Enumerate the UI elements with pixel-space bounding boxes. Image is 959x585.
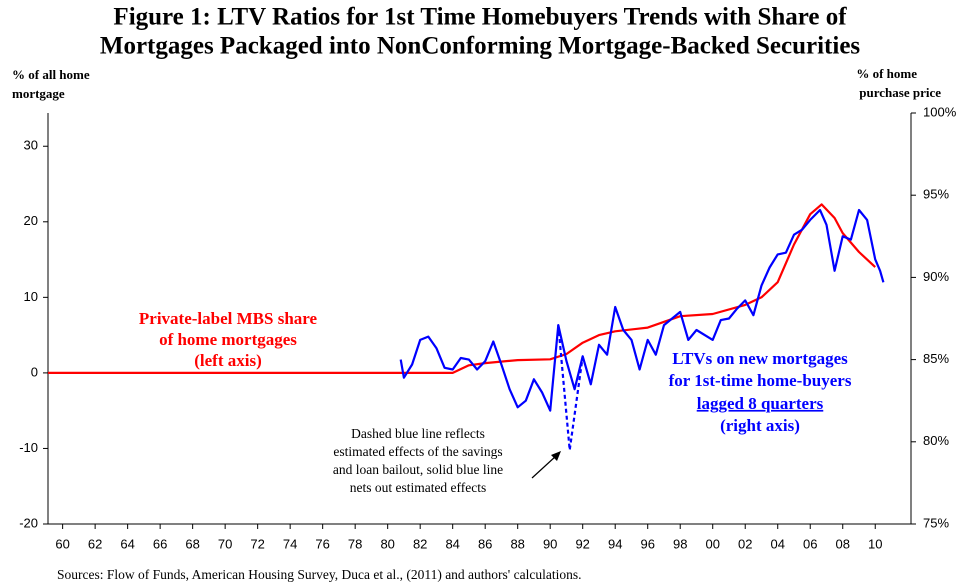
annotation: for 1st-time home-buyers <box>669 371 852 390</box>
annotation: LTVs on new mortgages <box>672 349 848 368</box>
annotation: of home mortgages <box>159 330 297 349</box>
y-tick-label: 10 <box>24 289 38 304</box>
x-tick-label: 98 <box>673 536 687 551</box>
x-tick-label: 62 <box>88 536 102 551</box>
series-line <box>399 208 885 412</box>
x-tick-label: 82 <box>413 536 427 551</box>
x-tick-label: 88 <box>510 536 524 551</box>
y2-tick-label: 80% <box>923 433 949 448</box>
x-tick-label: 72 <box>250 536 264 551</box>
annotation: (right axis) <box>720 416 800 435</box>
y-tick-label: 30 <box>24 138 38 153</box>
x-tick-label: 78 <box>348 536 362 551</box>
x-tick-label: 00 <box>705 536 719 551</box>
annotation: estimated effects of the savings <box>333 444 502 459</box>
x-tick-label: 02 <box>738 536 752 551</box>
x-tick-label: 74 <box>283 536 297 551</box>
y-tick-label: 0 <box>31 364 38 379</box>
x-tick-label: 94 <box>608 536 622 551</box>
y2-tick-label: 90% <box>923 269 949 284</box>
x-tick-label: 92 <box>575 536 589 551</box>
x-tick-label: 04 <box>770 536 784 551</box>
x-tick-label: 86 <box>478 536 492 551</box>
y-tick-label: -20 <box>19 515 38 530</box>
x-tick-label: 96 <box>640 536 654 551</box>
x-tick-label: 70 <box>218 536 232 551</box>
x-tick-label: 06 <box>803 536 817 551</box>
x-tick-label: 08 <box>836 536 850 551</box>
x-tick-label: 90 <box>543 536 557 551</box>
x-tick-label: 84 <box>445 536 459 551</box>
y2-tick-label: 75% <box>923 515 949 530</box>
x-tick-label: 76 <box>315 536 329 551</box>
annotation: nets out estimated effects <box>350 480 487 495</box>
y2-tick-label: 95% <box>923 187 949 202</box>
x-tick-label: 66 <box>153 536 167 551</box>
source: Sources: Flow of Funds, American Housing… <box>57 567 581 582</box>
y-tick-label: 20 <box>24 213 38 228</box>
x-tick-label: 64 <box>120 536 134 551</box>
x-tick-label: 68 <box>185 536 199 551</box>
y-tick-label: -10 <box>19 440 38 455</box>
annotation: Dashed blue line reflects <box>351 426 485 441</box>
y2-axis-label: % of home <box>856 66 917 81</box>
x-tick-label: 10 <box>868 536 882 551</box>
chart-title: Figure 1: LTV Ratios for 1st Time Homebu… <box>113 4 847 31</box>
series-line <box>48 203 876 374</box>
arrow-head <box>551 451 561 461</box>
annotation: and loan bailout, solid blue line <box>333 462 503 477</box>
plot-area: -20 -10 0 10 20 30 75% 80% 85% 90% 95% 100% 60 62 64 66… <box>19 104 956 551</box>
y-axis-label: mortgage <box>12 86 65 101</box>
arrow <box>531 455 557 479</box>
annotation: Private-label MBS share <box>139 309 318 328</box>
chart-title: Mortgages Packaged into NonConforming Mo… <box>100 33 861 60</box>
y2-tick-label: 85% <box>923 351 949 366</box>
annotation: (left axis) <box>194 351 262 370</box>
y2-tick-label: 100% <box>923 104 957 119</box>
annotation: lagged 8 quarters <box>697 394 824 413</box>
x-tick-label: 80 <box>380 536 394 551</box>
x-tick-label: 60 <box>55 536 69 551</box>
y-axis-label: % of all home <box>12 67 90 82</box>
y2-axis-label: purchase price <box>859 85 941 100</box>
